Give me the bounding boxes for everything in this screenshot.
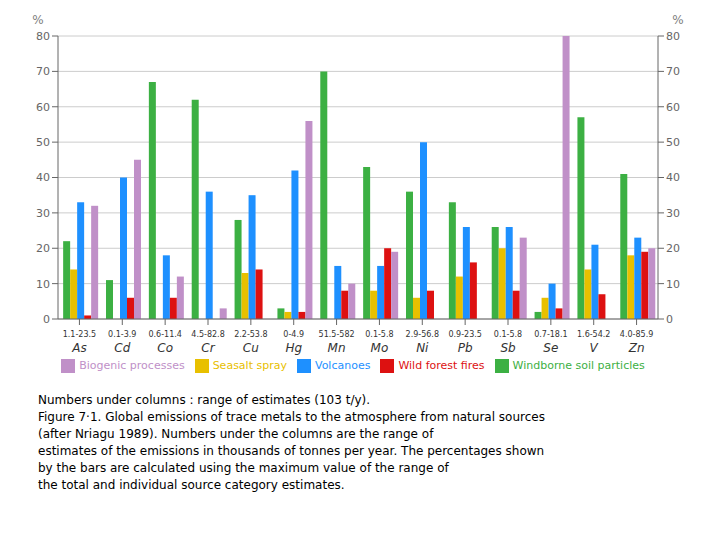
svg-text:Cd: Cd: [114, 341, 130, 355]
svg-text:80: 80: [36, 30, 50, 43]
svg-text:70: 70: [36, 65, 50, 78]
svg-text:20: 20: [36, 242, 50, 255]
html-text:Wild forest fires: Wild forest fires: [398, 359, 485, 372]
svg-text:40: 40: [666, 171, 680, 184]
svg-text:Hg: Hg: [285, 341, 302, 355]
svg-text:Se: Se: [543, 341, 558, 355]
svg-text:0.6-11.4: 0.6-11.4: [148, 330, 181, 339]
svg-text:1.6-54.2: 1.6-54.2: [577, 330, 610, 339]
svg-text:0.1-5.8: 0.1-5.8: [494, 330, 522, 339]
html-text:Windborne soil particles: Windborne soil particles: [512, 359, 645, 372]
svg-text:60: 60: [36, 101, 50, 114]
svg-text:70: 70: [666, 65, 680, 78]
svg-text:Ni: Ni: [416, 341, 429, 355]
svg-text:Cu: Cu: [243, 341, 259, 355]
svg-text:20: 20: [666, 242, 680, 255]
html-text:Seasalt spray: Seasalt spray: [212, 359, 287, 372]
svg-text:40: 40: [36, 171, 50, 184]
svg-text:V: V: [590, 341, 599, 355]
svg-text:Sb: Sb: [500, 341, 516, 355]
svg-text:0.1-3.9: 0.1-3.9: [108, 330, 136, 339]
svg-text:30: 30: [36, 207, 50, 220]
html-text:Numbers under columns : range: Numbers under columns : range of estimat…: [38, 393, 370, 407]
svg-text:50: 50: [36, 136, 50, 149]
html-text:Figure 7·1. Global emissions o: Figure 7·1. Global emissions of trace me…: [38, 410, 545, 424]
svg-text:0: 0: [43, 313, 50, 326]
svg-text:1.1-23.5: 1.1-23.5: [63, 330, 96, 339]
svg-text:30: 30: [666, 207, 680, 220]
svg-text:80: 80: [666, 30, 680, 43]
svg-text:10: 10: [36, 278, 50, 291]
html-text:estimates of the emissions in: estimates of the emissions in thousands …: [38, 444, 545, 458]
html-text:Biogenic processes: Biogenic processes: [79, 359, 185, 372]
svg-text:%: %: [672, 13, 683, 27]
svg-text:0.7-18.1: 0.7-18.1: [534, 330, 567, 339]
html-text:Volcanoes: Volcanoes: [315, 359, 371, 372]
svg-text:4.0-85.9: 4.0-85.9: [620, 330, 653, 339]
html-text:the total and individual sourc: the total and individual source category…: [38, 478, 345, 492]
svg-text:Cr: Cr: [201, 341, 215, 355]
svg-text:2.2-53.8: 2.2-53.8: [234, 330, 267, 339]
svg-text:Pb: Pb: [458, 341, 473, 355]
svg-text:0.9-23.5: 0.9-23.5: [448, 330, 481, 339]
svg-text:0-4.9: 0-4.9: [283, 330, 304, 339]
svg-text:Mo: Mo: [371, 341, 389, 355]
svg-text:4.5-82.8: 4.5-82.8: [191, 330, 224, 339]
svg-text:10: 10: [666, 278, 680, 291]
svg-text:60: 60: [666, 101, 680, 114]
svg-text:Mn: Mn: [328, 341, 346, 355]
svg-text:0.1-5.8: 0.1-5.8: [365, 330, 393, 339]
html-text:(after Nriagu 1989). Numbers u: (after Nriagu 1989). Numbers under the c…: [38, 427, 434, 441]
svg-text:51.5-582: 51.5-582: [319, 330, 355, 339]
html-text:by the bars are calculated usi: by the bars are calculated using the max…: [38, 461, 449, 475]
svg-text:Co: Co: [157, 341, 173, 355]
svg-text:0: 0: [666, 313, 673, 326]
svg-text:%: %: [32, 13, 43, 27]
svg-text:Zn: Zn: [628, 341, 645, 355]
svg-text:2.9-56.8: 2.9-56.8: [406, 330, 439, 339]
svg-text:As: As: [71, 341, 86, 355]
svg-text:50: 50: [666, 136, 680, 149]
